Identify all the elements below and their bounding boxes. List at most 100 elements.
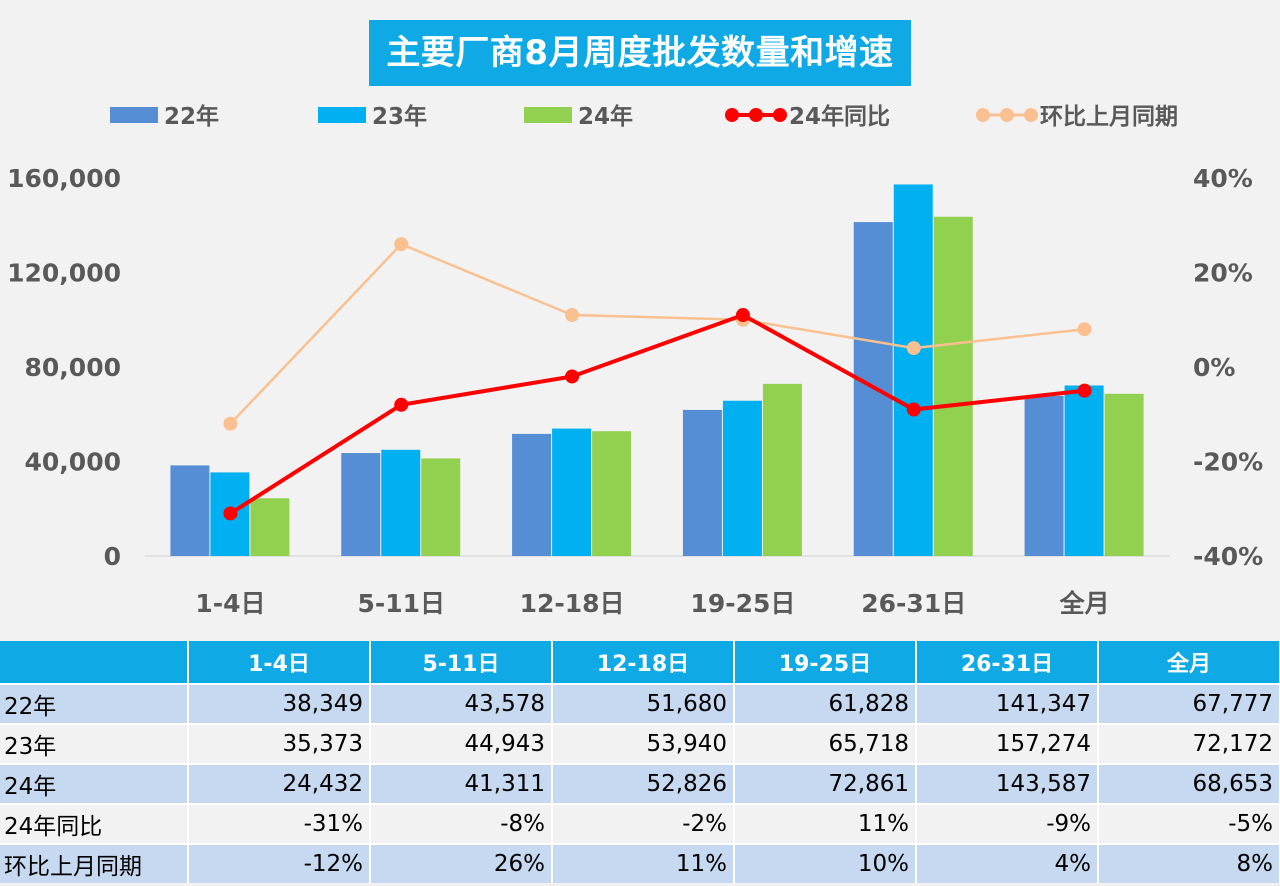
bar — [341, 453, 381, 556]
table-row: 环比上月同期 -12% 26% 11% 10% 4% 8% — [0, 843, 1280, 883]
left-axis-tick-label: 0 — [104, 542, 121, 571]
table-header-cell: 全月 — [1098, 641, 1280, 684]
table-header-cell: 5-11日 — [370, 641, 553, 684]
legend-marker — [1000, 108, 1014, 122]
line-point — [565, 308, 580, 323]
table-cell: 44,943 — [370, 723, 553, 764]
table-cell: 72,861 — [734, 763, 917, 804]
table-cell: 4% — [916, 843, 1099, 883]
bar — [170, 465, 210, 556]
category-tick-label: 5-11日 — [357, 589, 445, 618]
table-row: 23年 35,373 44,943 53,940 65,718 157,274 … — [0, 723, 1280, 764]
row-label: 24年同比 — [0, 803, 189, 844]
row-label: 24年 — [0, 763, 189, 804]
legend-label: 23年 — [372, 103, 427, 130]
line-point — [223, 416, 238, 431]
line-point — [1077, 322, 1092, 337]
right-axis-tick-label: -40% — [1193, 542, 1263, 571]
table-cell: 11% — [552, 843, 735, 883]
legend-label: 环比上月同期 — [1040, 104, 1178, 130]
series-line — [229, 242, 1085, 425]
bar — [381, 449, 421, 556]
row-label: 23年 — [0, 723, 189, 764]
bar — [682, 409, 722, 556]
table-cell: 26% — [370, 843, 553, 883]
line-point — [735, 308, 750, 323]
chart-title: 主要厂商8月周度批发数量和增速 — [369, 20, 911, 86]
table-header-cell: 26-31日 — [916, 641, 1099, 684]
table-row: 24年 24,432 41,311 52,826 72,861 143,587 … — [0, 763, 1280, 804]
table-cell: 51,680 — [552, 683, 735, 724]
table-cell: 35,373 — [188, 723, 371, 764]
table-cell: 52,826 — [552, 763, 735, 804]
table-cell: 11% — [734, 803, 917, 844]
right-axis-tick-label: 20% — [1193, 259, 1253, 288]
table-cell: 65,718 — [734, 723, 917, 764]
right-axis-tick-label: 0% — [1193, 353, 1235, 382]
table-cell: -5% — [1098, 803, 1280, 844]
table-cell: 67,777 — [1098, 683, 1280, 724]
bar — [722, 400, 762, 556]
legend-swatch — [318, 107, 366, 123]
table-header-cell — [0, 641, 189, 684]
legend-item: 23年 — [318, 103, 427, 130]
legend-marker — [725, 108, 739, 122]
category-tick-label: 全月 — [1059, 589, 1110, 618]
left-axis-tick-label: 40,000 — [25, 448, 121, 477]
line-point — [394, 397, 409, 412]
table-cell: 141,347 — [916, 683, 1099, 724]
bar — [421, 458, 461, 556]
table-cell: 53,940 — [552, 723, 735, 764]
table-cell: 61,828 — [734, 683, 917, 724]
row-label: 22年 — [0, 683, 189, 724]
data-table: 1-4日 5-11日 12-18日 19-25日 26-31日 全月 22年 3… — [0, 641, 1280, 883]
bar — [893, 184, 933, 556]
legend-label: 22年 — [164, 103, 219, 130]
legend-label: 24年同比 — [789, 103, 890, 130]
table-cell: -12% — [188, 843, 371, 883]
legend-swatch — [110, 107, 158, 123]
table-cell: -8% — [370, 803, 553, 844]
table-cell: 157,274 — [916, 723, 1099, 764]
legend-item: 24年 — [524, 103, 633, 130]
legend-label: 24年 — [578, 103, 633, 130]
table-row: 24年同比 -31% -8% -2% 11% -9% -5% — [0, 803, 1280, 844]
line-point — [906, 402, 921, 417]
right-axis-tick-label: -20% — [1193, 448, 1263, 477]
category-tick-label: 19-25日 — [690, 589, 795, 618]
line-point — [565, 369, 580, 384]
bar — [552, 428, 592, 556]
right-axis-tick-label: 40% — [1193, 164, 1253, 193]
table-cell: -9% — [916, 803, 1099, 844]
table-header-row: 1-4日 5-11日 12-18日 19-25日 26-31日 全月 — [0, 641, 1280, 684]
legend-item: 环比上月同期 — [976, 104, 1178, 130]
category-tick-label: 26-31日 — [861, 589, 966, 618]
table-cell: 41,311 — [370, 763, 553, 804]
bar — [512, 433, 552, 556]
table-cell: 43,578 — [370, 683, 553, 724]
table-cell: 72,172 — [1098, 723, 1280, 764]
bar — [933, 216, 973, 557]
series-line — [229, 312, 1085, 516]
table-header-cell: 12-18日 — [552, 641, 735, 684]
table-header-cell: 1-4日 — [188, 641, 371, 684]
line-point — [223, 506, 238, 521]
line-point — [906, 341, 921, 356]
table-cell: 38,349 — [188, 683, 371, 724]
legend-marker — [749, 108, 763, 122]
category-tick-label: 1-4日 — [195, 589, 265, 618]
table-cell: 68,653 — [1098, 763, 1280, 804]
legend-marker — [976, 108, 990, 122]
legend-marker — [773, 108, 787, 122]
bar — [592, 431, 632, 556]
line-point — [394, 237, 409, 252]
left-axis-tick-label: 120,000 — [7, 259, 121, 288]
legend-swatch — [524, 107, 572, 123]
bar — [1064, 385, 1104, 556]
chart-area: 0 40,000 80,000 120,000 160,000 -40% -20% 0% 20%… — [7, 20, 1264, 618]
row-label: 环比上月同期 — [0, 843, 189, 883]
line-point — [1077, 383, 1092, 398]
table-cell: 143,587 — [916, 763, 1099, 804]
category-tick-label: 12-18日 — [520, 589, 625, 618]
legend-item: 24年同比 — [725, 103, 890, 130]
